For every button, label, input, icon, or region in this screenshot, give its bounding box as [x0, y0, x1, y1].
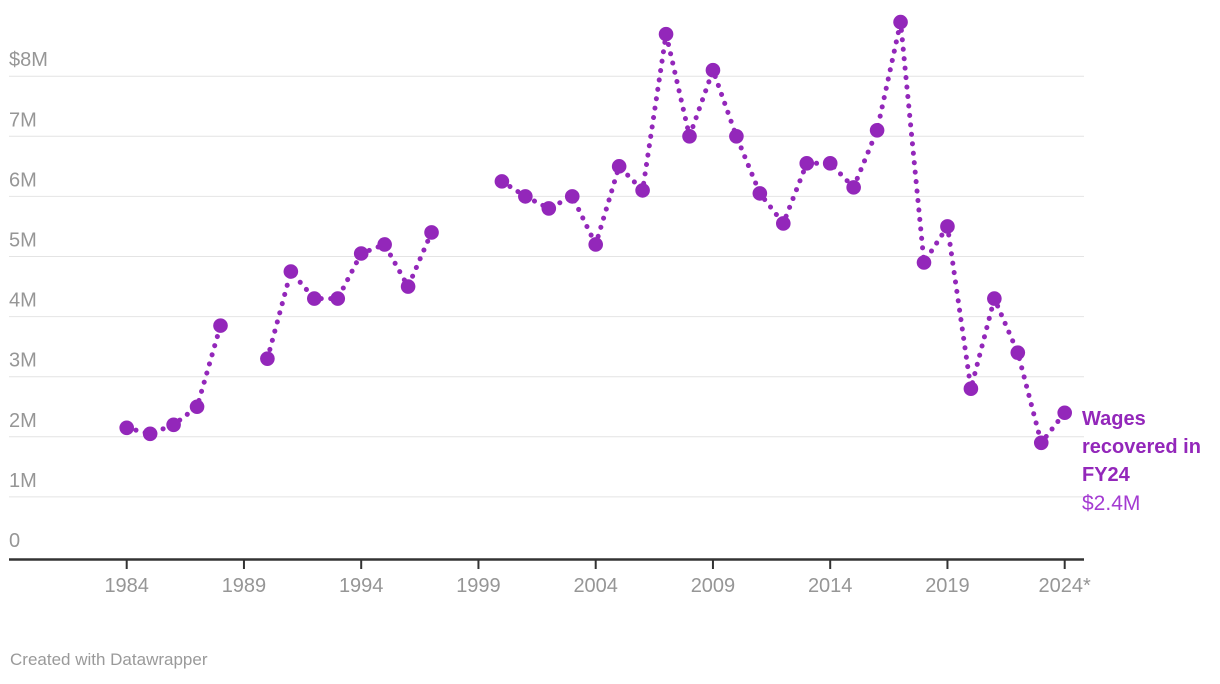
data-point-1988[interactable] — [213, 318, 228, 333]
data-point-1993[interactable] — [330, 291, 346, 306]
data-point-2009[interactable] — [705, 62, 721, 78]
data-point-2021[interactable] — [987, 291, 1002, 306]
data-point-1997[interactable] — [424, 225, 439, 240]
data-point-2002[interactable] — [541, 201, 557, 216]
data-point-1985[interactable] — [142, 426, 158, 442]
data-point-1984[interactable] — [119, 420, 134, 436]
data-point-1991[interactable] — [283, 264, 299, 279]
x-axis-label-1994: 1994 — [339, 575, 384, 597]
x-axis-label-2009: 2009 — [691, 575, 736, 597]
data-point-2018[interactable] — [916, 255, 932, 270]
data-point-2013[interactable] — [799, 156, 815, 171]
data-point-2017[interactable] — [893, 14, 908, 30]
data-point-2016[interactable] — [869, 122, 885, 138]
y-axis-label-7: 7M — [9, 109, 37, 131]
data-point-2000[interactable] — [494, 174, 510, 189]
y-axis-label-2: 2M — [9, 410, 37, 432]
annotation-wages-fy24: Wages recovered in FY24 $2.4M — [1082, 405, 1204, 518]
annotation-value: $2.4M — [1082, 492, 1141, 515]
data-point-1996[interactable] — [400, 279, 416, 294]
data-point-2006[interactable] — [635, 183, 650, 198]
chart-canvas: $8M 7M 6M 5M 4M 3M 2M 1M 0 1984 1989 1994 1999 2004 20… — [9, 14, 1091, 597]
data-point-2020[interactable] — [963, 381, 979, 397]
x-axis-label-1989: 1989 — [222, 575, 267, 597]
data-point-2004[interactable] — [588, 237, 603, 252]
data-point-1995[interactable] — [377, 237, 392, 252]
data-point-1994[interactable] — [353, 246, 369, 261]
y-axis-label-1: 1M — [9, 470, 37, 492]
x-axis-label-2019: 2019 — [925, 575, 970, 597]
attribution-text: Created with Datawrapper — [10, 650, 208, 669]
data-point-2024[interactable] — [1057, 405, 1072, 421]
y-axis-label-8: $8M — [9, 49, 48, 71]
data-point-2022[interactable] — [1010, 345, 1026, 360]
y-axis-label-6: 6M — [9, 169, 37, 191]
data-point-2011[interactable] — [752, 186, 768, 201]
line-segment-1 — [264, 230, 434, 362]
y-axis-label-4: 4M — [9, 290, 37, 312]
line-segment-2 — [499, 19, 1068, 446]
x-axis-label-1984: 1984 — [104, 575, 149, 597]
data-point-2014[interactable] — [822, 156, 838, 171]
y-axis-label-0: 0 — [9, 530, 20, 552]
data-point-1986[interactable] — [166, 417, 181, 433]
data-point-1992[interactable] — [307, 291, 322, 306]
x-axis-label-1999: 1999 — [456, 575, 501, 597]
y-axis-label-5: 5M — [9, 230, 37, 252]
data-point-2010[interactable] — [729, 129, 744, 144]
x-axis-label-2004: 2004 — [573, 575, 618, 597]
data-point-1987[interactable] — [189, 399, 205, 415]
data-point-1990[interactable] — [260, 351, 275, 366]
data-point-2019[interactable] — [940, 219, 955, 234]
data-point-2001[interactable] — [518, 189, 533, 204]
y-axis-label-3: 3M — [9, 350, 37, 372]
data-point-2012[interactable] — [776, 216, 791, 231]
data-point-2008[interactable] — [682, 129, 697, 144]
data-point-2003[interactable] — [564, 189, 580, 204]
annotation-label: Wages recovered in FY24 — [1082, 408, 1201, 486]
data-point-2007[interactable] — [658, 26, 674, 42]
data-point-2015[interactable] — [846, 180, 861, 195]
data-point-2023[interactable] — [1033, 435, 1049, 451]
data-point-2005[interactable] — [611, 159, 627, 174]
x-axis-label-2024: 2024* — [1039, 575, 1091, 597]
x-axis-label-2014: 2014 — [808, 575, 853, 597]
